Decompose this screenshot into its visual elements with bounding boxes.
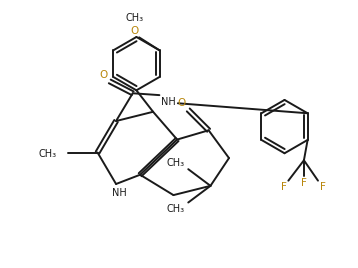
Text: O: O [131,26,139,36]
Text: O: O [99,70,107,80]
Text: F: F [281,182,286,192]
Text: O: O [178,98,186,107]
Text: F: F [301,177,307,188]
Text: NH: NH [161,97,176,107]
Text: NH: NH [112,188,127,198]
Text: F: F [320,182,326,192]
Text: CH₃: CH₃ [39,149,57,159]
Text: CH₃: CH₃ [166,158,184,168]
Text: CH₃: CH₃ [166,204,184,214]
Text: CH₃: CH₃ [126,13,144,23]
